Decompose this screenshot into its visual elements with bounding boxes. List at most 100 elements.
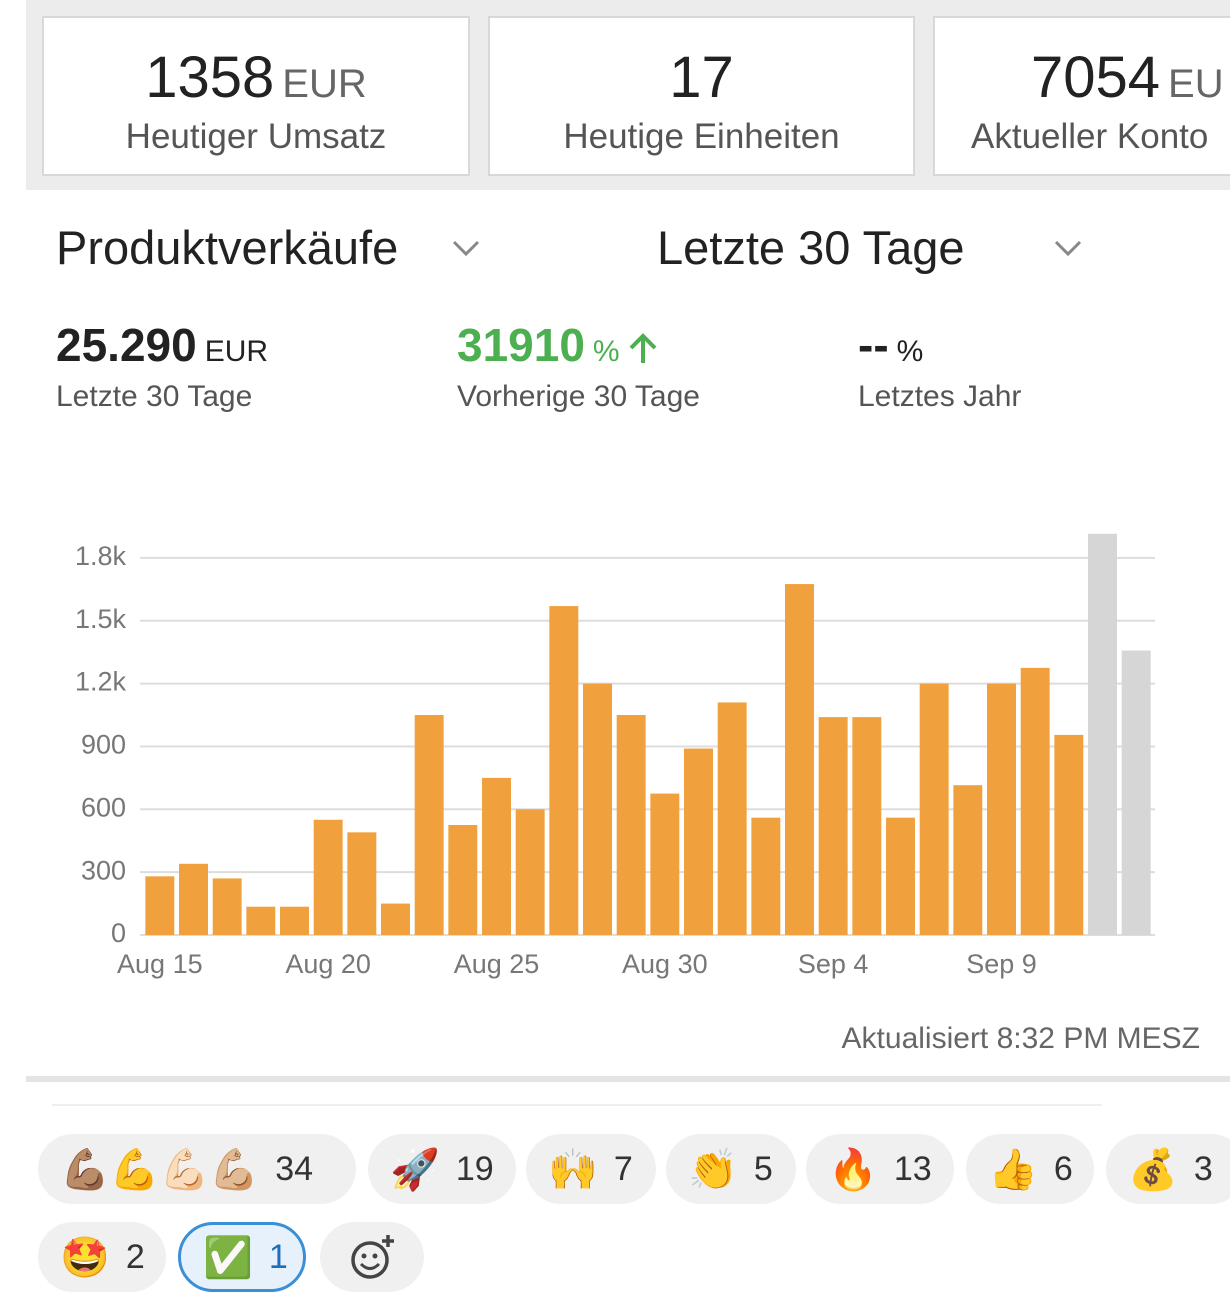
- reaction-emoji: 💰: [1128, 1146, 1178, 1193]
- bar: [616, 715, 646, 935]
- stat-value: 25.290: [56, 319, 197, 371]
- stat-value: 31910: [457, 319, 585, 371]
- bar: [919, 683, 949, 935]
- bar: [1088, 533, 1117, 935]
- bar: [987, 683, 1016, 935]
- up-arrow: [629, 333, 657, 363]
- reaction[interactable]: 👏 5: [666, 1134, 796, 1204]
- kpi-value: 1358 EUR: [44, 44, 468, 111]
- kpi-label: Heutige Einheiten: [563, 117, 840, 156]
- reaction-count: 3: [1193, 1149, 1213, 1188]
- reaction-emoji: 🤩: [60, 1234, 110, 1281]
- kpi-label: Aktueller Konto: [971, 117, 1209, 156]
- period-selector[interactable]: Letzte 30 Tage: [657, 221, 965, 274]
- bar: [583, 683, 612, 935]
- y-tick-label: 1.8k: [75, 541, 127, 571]
- bar: [852, 717, 882, 935]
- kpi-card: 17 Heutige Einheiten: [488, 16, 915, 176]
- stat: 25.290 EUR Letzte 30 Tage: [56, 318, 268, 414]
- reaction[interactable]: 🚀 19: [368, 1134, 516, 1204]
- stat-value: --: [858, 319, 889, 371]
- reaction[interactable]: 🤩 2: [38, 1222, 166, 1292]
- bar: [347, 832, 377, 935]
- bar: [482, 777, 511, 935]
- reaction-count: 19: [455, 1149, 494, 1188]
- kpi-unit: EU: [1168, 62, 1224, 106]
- kpi-number: 1358: [145, 45, 275, 110]
- bar: [751, 817, 781, 935]
- reaction-emoji: 🚀: [390, 1146, 440, 1193]
- reaction[interactable]: 🙌 7: [526, 1134, 656, 1204]
- x-tick-label: Aug 20: [285, 949, 371, 979]
- reaction-emoji: 🔥: [828, 1146, 878, 1193]
- bar: [650, 793, 680, 935]
- reaction-emoji: 👍: [988, 1146, 1038, 1193]
- add-reaction[interactable]: [320, 1222, 424, 1292]
- reaction[interactable]: 💪🏽💪💪🏻💪🏼 34: [38, 1134, 356, 1204]
- reaction-count: 2: [125, 1237, 145, 1276]
- divider: [52, 1104, 1102, 1106]
- stat: --% Letztes Jahr: [858, 318, 1021, 414]
- chevron: [452, 240, 480, 257]
- reaction-count: 13: [893, 1149, 932, 1188]
- bar: [1020, 667, 1050, 935]
- kpi-label: Heutiger Umsatz: [125, 117, 387, 156]
- bar: [246, 906, 276, 935]
- bar: [1054, 734, 1084, 935]
- stat: 31910% Vorherige 30 Tage: [457, 318, 700, 414]
- kpi-value: 17: [490, 44, 913, 111]
- reaction-emoji: ✅: [203, 1234, 253, 1281]
- reaction-count: 1: [268, 1237, 288, 1276]
- y-tick-label: 900: [81, 730, 126, 760]
- reaction-count: 7: [613, 1149, 633, 1188]
- bar: [212, 878, 242, 935]
- bar: [515, 809, 545, 935]
- bar: [414, 715, 444, 935]
- bar: [280, 906, 309, 935]
- stat-label: Letztes Jahr: [858, 380, 1022, 413]
- kpi-unit: EUR: [282, 62, 367, 106]
- kpi-number: 17: [669, 45, 734, 110]
- stat-unit: %: [592, 335, 620, 368]
- y-tick-label: 300: [81, 855, 126, 885]
- bar: [785, 584, 814, 935]
- x-tick-label: Sep 9: [966, 949, 1037, 979]
- kpi-value: 7054 EU: [935, 44, 1230, 111]
- kpi-card: 7054 EU Aktueller Konto: [933, 16, 1230, 176]
- bar: [1121, 650, 1151, 935]
- bar: [549, 606, 579, 935]
- reaction-count: 6: [1053, 1149, 1073, 1188]
- reaction-emoji: 🙌: [548, 1146, 598, 1193]
- bar: [381, 903, 410, 935]
- stat-unit: EUR: [204, 335, 269, 368]
- bar: [448, 825, 478, 935]
- bar: [818, 717, 848, 935]
- y-tick-label: 0: [111, 918, 126, 948]
- x-tick-label: Aug 15: [117, 949, 203, 979]
- bar: [953, 785, 983, 935]
- reaction[interactable]: 💰 3: [1106, 1134, 1230, 1204]
- chevron: [1054, 240, 1082, 257]
- chart: 0 300 600 900 1.2k 1.5k 1.8k Aug 15 Aug 20 Aug 25…: [75, 533, 1155, 979]
- reaction[interactable]: ✅ 1: [178, 1222, 306, 1292]
- stat-label: Vorherige 30 Tage: [457, 380, 700, 413]
- stat-label: Letzte 30 Tage: [56, 380, 253, 413]
- reaction-count: 34: [275, 1149, 314, 1188]
- bar: [179, 863, 208, 935]
- y-tick-label: 1.5k: [75, 604, 127, 634]
- x-tick-label: Aug 30: [622, 949, 708, 979]
- reaction[interactable]: 👍 6: [966, 1134, 1094, 1204]
- reaction-emoji: 💪🏽💪💪🏻💪🏼: [60, 1146, 260, 1193]
- metric-selector[interactable]: Produktverkäufe: [56, 221, 399, 274]
- x-tick-label: Aug 25: [454, 949, 540, 979]
- kpi-card: 1358 EUR Heutiger Umsatz: [42, 16, 470, 176]
- bar: [684, 748, 713, 935]
- bar: [717, 702, 747, 935]
- updated-note: Aktualisiert 8:32 PM MESZ: [841, 1022, 1200, 1055]
- y-tick-label: 1.2k: [75, 667, 127, 697]
- divider: [26, 1076, 1230, 1082]
- add-reaction-icon: [351, 1235, 394, 1279]
- reaction[interactable]: 🔥 13: [806, 1134, 954, 1204]
- bar: [313, 819, 343, 935]
